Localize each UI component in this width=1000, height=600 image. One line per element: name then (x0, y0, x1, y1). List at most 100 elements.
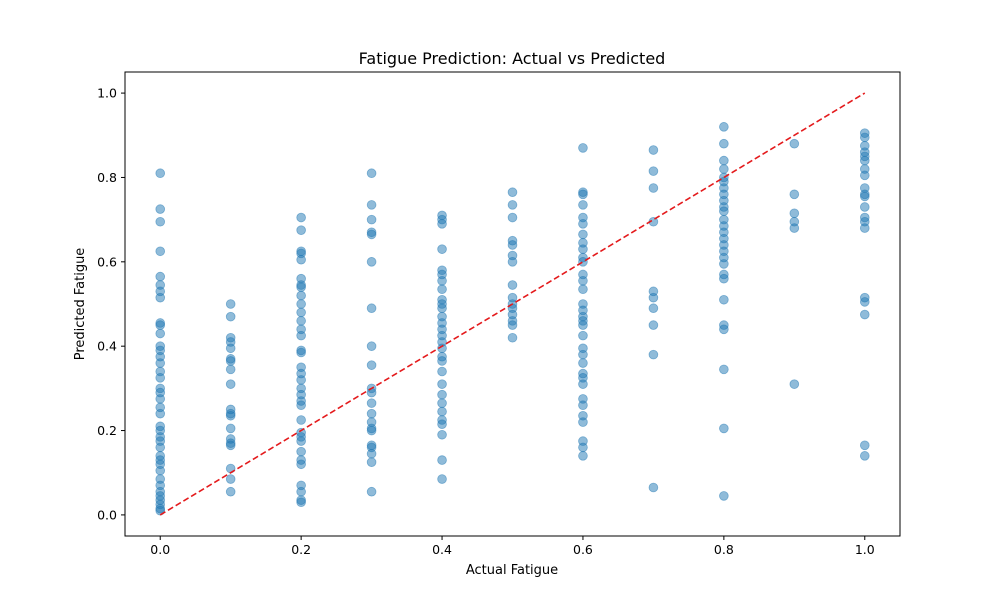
data-point (225, 474, 236, 484)
data-point (507, 187, 518, 198)
y-tick-label: 0.2 (97, 423, 117, 438)
y-tick-label: 0.8 (97, 170, 117, 185)
data-point (719, 122, 729, 132)
data-point (648, 349, 659, 360)
x-tick-label: 1.0 (855, 542, 875, 557)
data-point (578, 320, 588, 330)
y-axis-label: Predicted Fatigue (73, 248, 88, 361)
data-point (437, 284, 447, 295)
x-tick-label: 0.8 (714, 542, 734, 557)
data-point (437, 455, 447, 465)
data-point (437, 419, 447, 430)
data-point (578, 229, 588, 240)
data-point (437, 379, 447, 389)
chart-title: Fatigue Prediction: Actual vs Predicted (359, 49, 666, 68)
data-point (719, 294, 729, 305)
data-point (155, 358, 166, 368)
data-point (859, 170, 870, 181)
data-point (366, 425, 377, 436)
data-point (507, 200, 518, 210)
data-point (578, 358, 588, 368)
data-point (225, 364, 236, 375)
data-point (296, 225, 306, 235)
data-point (366, 457, 377, 467)
data-point (366, 448, 377, 459)
data-point (859, 191, 870, 202)
data-point (296, 400, 306, 411)
data-point (507, 280, 518, 290)
data-point (296, 446, 306, 457)
data-point (719, 324, 729, 335)
data-point (296, 254, 306, 265)
data-point (225, 343, 236, 354)
data-point (648, 303, 659, 314)
data-point (507, 332, 518, 343)
data-point (155, 320, 166, 330)
data-point (155, 328, 166, 339)
data-point (719, 138, 729, 149)
data-point (578, 189, 588, 200)
data-point (859, 309, 870, 320)
data-point (437, 429, 447, 440)
data-point (578, 451, 588, 461)
data-point (578, 257, 588, 267)
reference-line (159, 92, 866, 516)
data-point (437, 356, 447, 366)
data-point (296, 282, 306, 292)
data-point (296, 307, 306, 318)
data-point (225, 486, 236, 497)
data-point (719, 364, 729, 375)
data-point (366, 341, 377, 351)
x-axis: 0.0 0.2 0.4 0.6 0.8 1.0 (150, 536, 875, 557)
y-tick-label: 1.0 (97, 86, 117, 101)
x-tick-label: 0.0 (150, 542, 170, 557)
data-point (155, 292, 166, 303)
x-axis-label: Actual Fatigue (466, 563, 558, 578)
data-point (648, 482, 659, 493)
data-point (719, 491, 729, 501)
data-point (155, 204, 166, 214)
data-point (789, 189, 800, 200)
data-point (366, 214, 377, 225)
data-point (437, 366, 447, 377)
data-point (719, 273, 729, 284)
data-point (507, 320, 518, 330)
data-point (507, 240, 518, 250)
data-point (296, 299, 306, 309)
data-point (155, 271, 166, 282)
data-point (507, 257, 518, 267)
data-point (296, 459, 306, 470)
data-point (366, 303, 377, 314)
data-point (648, 320, 659, 330)
data-point (296, 347, 306, 358)
data-point (789, 379, 800, 389)
data-point (578, 349, 588, 360)
data-point (578, 330, 588, 341)
data-point (859, 451, 870, 461)
data-point (437, 244, 447, 254)
data-point (366, 168, 377, 179)
data-point (648, 166, 659, 176)
data-point (578, 143, 588, 153)
x-tick-label: 0.2 (291, 542, 311, 557)
data-point (578, 400, 588, 411)
data-point (578, 275, 588, 286)
data-point (225, 410, 236, 421)
data-point (437, 219, 447, 229)
data-point (225, 440, 236, 451)
plot-frame (124, 71, 901, 537)
data-point (225, 379, 236, 389)
data-point (366, 360, 377, 370)
data-point (859, 223, 870, 233)
data-point (859, 155, 870, 166)
data-point (578, 200, 588, 210)
data-point (719, 423, 729, 434)
data-point (296, 497, 306, 508)
data-point (507, 212, 518, 223)
data-point (296, 290, 306, 301)
data-point (859, 297, 870, 307)
data-point (155, 246, 166, 257)
data-point (296, 316, 306, 326)
